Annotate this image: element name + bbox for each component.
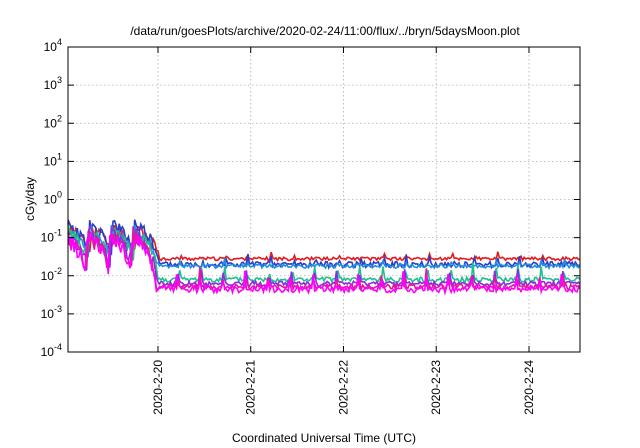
- x-axis-label: Coordinated Universal Time (UTC): [232, 431, 416, 445]
- y-tick-exponent: -2: [54, 266, 62, 276]
- series-line: [67, 232, 581, 296]
- ticks: 10-410-310-210-11001011021031042020-2-20…: [41, 37, 580, 415]
- y-tick-label: 104: [44, 37, 62, 54]
- y-tick-label: 103: [44, 75, 62, 92]
- y-tick-base: 10: [44, 78, 58, 92]
- series-line: [67, 222, 580, 263]
- x-tick-label: 2020-2-24: [522, 360, 536, 415]
- chart-title: /data/run/goesPlots/archive/2020-02-24/1…: [130, 24, 520, 38]
- x-tick-label: 2020-2-23: [429, 360, 443, 415]
- y-tick-label: 10-2: [41, 266, 62, 283]
- x-tick-label: 2020-2-21: [244, 360, 258, 415]
- series-layer: [67, 219, 581, 296]
- y-tick-label: 10-3: [41, 304, 62, 321]
- series-line: [67, 225, 581, 289]
- y-tick-label: 101: [44, 151, 62, 168]
- y-tick-exponent: 4: [57, 37, 62, 47]
- y-tick-base: 10: [44, 40, 58, 54]
- y-tick-exponent: -1: [54, 228, 62, 238]
- y-tick-base: 10: [44, 116, 58, 130]
- y-tick-exponent: 3: [57, 75, 62, 85]
- y-tick-exponent: 2: [57, 113, 62, 123]
- y-tick-label: 102: [44, 113, 62, 130]
- y-tick-label: 100: [44, 190, 62, 207]
- y-tick-base: 10: [41, 307, 55, 321]
- y-tick-base: 10: [41, 345, 55, 359]
- y-tick-base: 10: [44, 154, 58, 168]
- y-tick-base: 10: [41, 269, 55, 283]
- y-axis-label: cGy/day: [23, 177, 37, 221]
- y-tick-exponent: 0: [57, 190, 62, 200]
- y-tick-exponent: 1: [57, 151, 62, 161]
- y-tick-base: 10: [41, 231, 55, 245]
- x-tick-label: 2020-2-20: [151, 360, 165, 415]
- y-tick-label: 10-1: [41, 228, 62, 245]
- grid: [68, 46, 580, 353]
- series-line: [67, 224, 581, 270]
- y-tick-label: 10-4: [41, 342, 62, 359]
- y-tick-exponent: -4: [54, 342, 62, 352]
- y-tick-exponent: -3: [54, 304, 62, 314]
- y-tick-base: 10: [44, 193, 58, 207]
- x-tick-label: 2020-2-22: [336, 360, 350, 415]
